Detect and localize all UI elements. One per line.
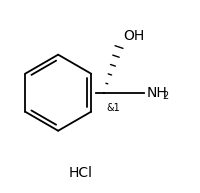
Text: NH: NH (147, 86, 167, 100)
Text: 2: 2 (162, 91, 168, 101)
Text: &1: &1 (107, 103, 120, 113)
Text: OH: OH (123, 29, 144, 43)
Text: HCl: HCl (69, 166, 93, 180)
